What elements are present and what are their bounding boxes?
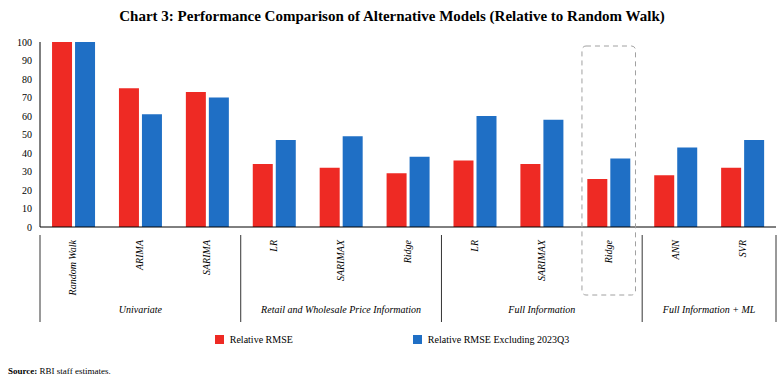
html-text:Chart 3: Performance Compariso: Chart 3: Performance Comparison of Alter…	[119, 8, 665, 24]
svg-text:90: 90	[22, 55, 32, 66]
svg-text:30: 30	[22, 166, 32, 177]
svg-text:ANN: ANN	[670, 239, 681, 261]
svg-text:Ridge: Ridge	[603, 239, 614, 264]
svg-text:100: 100	[17, 37, 32, 48]
svg-text:Full Information: Full Information	[507, 304, 575, 315]
svg-text:10: 10	[22, 203, 32, 214]
svg-text:ARIMA: ARIMA	[134, 239, 145, 271]
svg-text:60: 60	[22, 111, 32, 122]
svg-text:LR: LR	[268, 240, 279, 253]
svg-text:SVR: SVR	[737, 240, 748, 257]
svg-text:Retail and Wholesale Price Inf: Retail and Wholesale Price Information	[260, 304, 421, 315]
svg-text:Univariate: Univariate	[119, 304, 163, 315]
svg-text:40: 40	[22, 148, 32, 159]
svg-text:Random Walk: Random Walk	[67, 239, 78, 296]
svg-text:50: 50	[22, 129, 32, 140]
svg-text:SARIMAX: SARIMAX	[335, 239, 346, 281]
svg-text:Full Information + ML: Full Information + ML	[662, 304, 756, 315]
svg-text:Ridge: Ridge	[402, 239, 413, 264]
svg-text:SARIMA: SARIMA	[201, 239, 212, 275]
svg-text:70: 70	[22, 92, 32, 103]
html-text:Relative RMSE: Relative RMSE	[229, 334, 293, 345]
html-text:Relative RMSE Excluding 2023Q3: Relative RMSE Excluding 2023Q3	[427, 334, 570, 345]
svg-text:0: 0	[27, 222, 32, 233]
svg-text:80: 80	[22, 74, 32, 85]
html-text:Source: RBI staff estimates.: Source: RBI staff estimates.	[8, 366, 111, 376]
svg-text:20: 20	[22, 185, 32, 196]
svg-text:LR: LR	[469, 240, 480, 253]
svg-text:SARIMAX: SARIMAX	[536, 239, 547, 281]
